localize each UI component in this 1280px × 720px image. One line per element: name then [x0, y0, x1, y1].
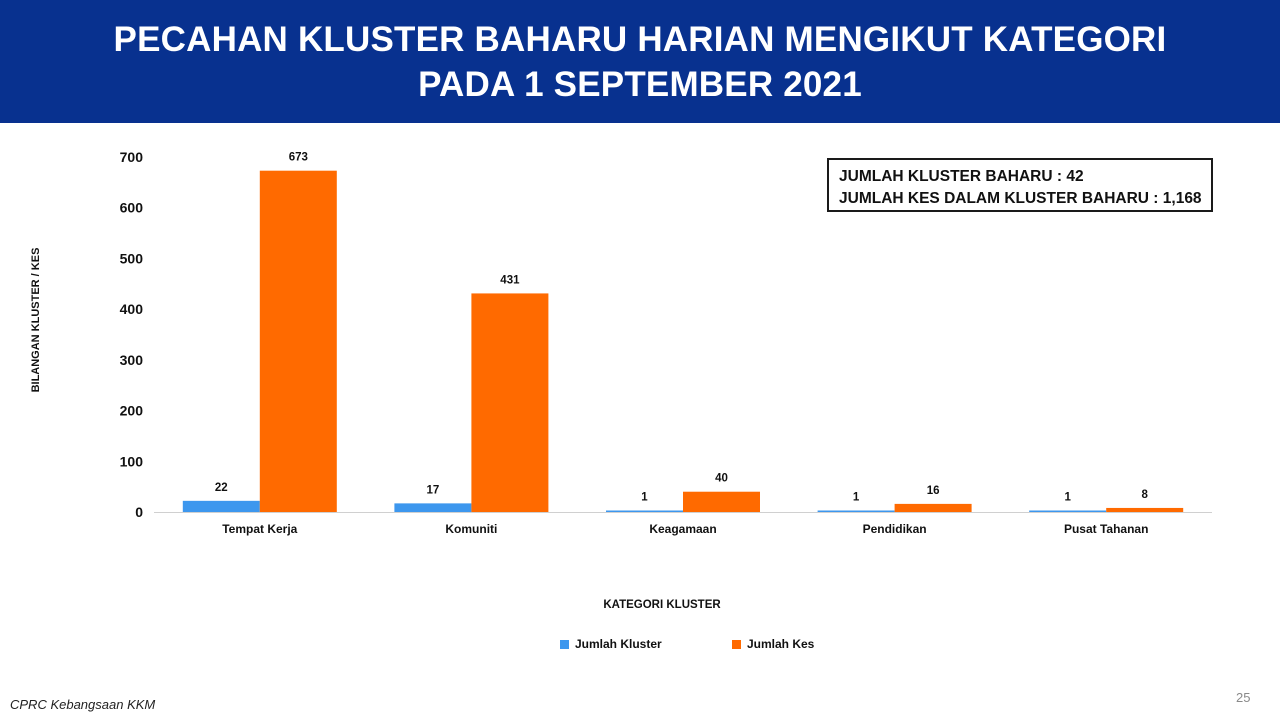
legend-item-jumlah-kes: Jumlah Kes: [732, 637, 814, 651]
y-axis-title: BILANGAN KLUSTER / KES: [30, 247, 42, 393]
data-label: 673: [289, 152, 308, 164]
legend-item-jumlah-kluster: Jumlah Kluster: [560, 637, 662, 651]
y-tick-label: 500: [120, 250, 144, 266]
y-tick-label: 700: [120, 149, 144, 165]
legend-swatch-jumlah-kluster: [560, 639, 569, 649]
summary-total-cases: JUMLAH KES DALAM KLUSTER BAHARU : 1,168: [839, 190, 1202, 207]
x-axis-title: KATEGORI KLUSTER: [603, 599, 721, 611]
title-banner: PECAHAN KLUSTER BAHARU HARIAN MENGIKUT K…: [0, 0, 1280, 123]
data-label: 40: [715, 473, 728, 485]
data-label: 1: [641, 492, 648, 504]
x-tick-label: Pusat Tahanan: [1064, 522, 1148, 536]
legend-swatch-jumlah-kes: [732, 639, 741, 649]
source-credit: CPRC Kebangsaan KKM: [10, 697, 156, 712]
bar-jumlah-kluster: [182, 500, 260, 512]
bar-jumlah-kluster: [606, 510, 683, 512]
data-label: 1: [853, 492, 860, 504]
data-label: 8: [1141, 489, 1148, 501]
page-title-line-1: PECAHAN KLUSTER BAHARU HARIAN MENGIKUT K…: [113, 19, 1167, 59]
x-tick-label: Keagamaan: [649, 522, 716, 536]
bar-jumlah-kes: [1106, 507, 1184, 512]
y-tick-label: 600: [120, 200, 144, 216]
data-label: 431: [500, 274, 520, 286]
bar-jumlah-kes: [894, 503, 972, 512]
x-tick-label: Komuniti: [445, 522, 497, 536]
y-tick-label: 0: [135, 504, 143, 520]
legend-label-jumlah-kluster: Jumlah Kluster: [575, 637, 662, 651]
bar-jumlah-kluster: [1029, 510, 1107, 512]
summary-box: JUMLAH KLUSTER BAHARU : 42 JUMLAH KES DA…: [827, 158, 1213, 212]
y-tick-label: 400: [120, 301, 144, 317]
x-tick-label: Pendidikan: [863, 522, 927, 536]
bar-jumlah-kluster: [394, 503, 472, 512]
data-label: 16: [927, 485, 940, 497]
page-number: 25: [1236, 690, 1251, 705]
y-tick-label: 100: [120, 453, 144, 469]
chart-legend: Jumlah Kluster Jumlah Kes: [0, 637, 1280, 653]
y-tick-label: 200: [120, 403, 144, 419]
summary-total-clusters: JUMLAH KLUSTER BAHARU : 42: [839, 168, 1084, 185]
bar-jumlah-kluster: [817, 510, 895, 512]
data-label: 1: [1064, 492, 1071, 504]
bar-jumlah-kes: [259, 170, 337, 512]
data-label: 22: [215, 482, 228, 494]
page-title-line-2: PADA 1 SEPTEMBER 2021: [418, 64, 862, 104]
x-tick-label: Tempat Kerja: [222, 522, 297, 536]
legend-label-jumlah-kes: Jumlah Kes: [747, 637, 815, 651]
bar-jumlah-kes: [471, 293, 549, 512]
y-tick-label: 300: [120, 352, 144, 368]
bar-jumlah-kes: [683, 491, 760, 512]
data-label: 17: [427, 484, 440, 496]
